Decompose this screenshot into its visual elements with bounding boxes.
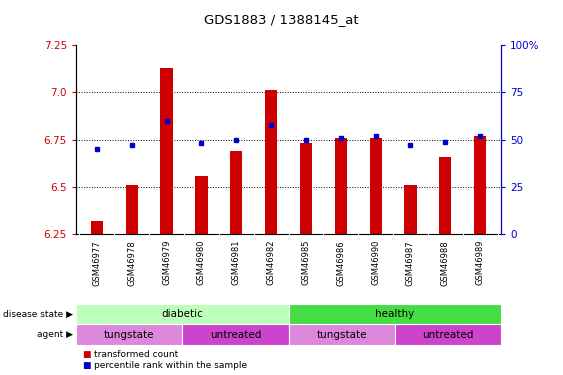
Bar bbox=[404, 185, 417, 234]
Text: GSM46986: GSM46986 bbox=[336, 240, 345, 285]
Text: untreated: untreated bbox=[209, 330, 261, 340]
Text: GSM46989: GSM46989 bbox=[476, 240, 485, 285]
Bar bbox=[439, 157, 452, 234]
Text: ■: ■ bbox=[82, 350, 90, 359]
Text: diabetic: diabetic bbox=[162, 309, 203, 319]
Text: GSM46981: GSM46981 bbox=[232, 240, 241, 285]
Text: agent ▶: agent ▶ bbox=[37, 330, 73, 339]
Text: healthy: healthy bbox=[375, 309, 414, 319]
Bar bbox=[126, 185, 138, 234]
Bar bbox=[300, 144, 312, 234]
Text: GSM46988: GSM46988 bbox=[441, 240, 450, 285]
Bar bbox=[395, 324, 501, 345]
Text: GSM46979: GSM46979 bbox=[162, 240, 171, 285]
Bar bbox=[334, 138, 347, 234]
Text: GSM46985: GSM46985 bbox=[301, 240, 310, 285]
Bar bbox=[265, 90, 277, 234]
Text: ■: ■ bbox=[82, 361, 90, 370]
Bar bbox=[289, 304, 501, 324]
Text: disease state ▶: disease state ▶ bbox=[3, 310, 73, 319]
Bar bbox=[91, 221, 103, 234]
Bar bbox=[474, 136, 486, 234]
Text: percentile rank within the sample: percentile rank within the sample bbox=[94, 361, 247, 370]
Text: untreated: untreated bbox=[422, 330, 473, 340]
Bar bbox=[182, 324, 289, 345]
Text: GSM46978: GSM46978 bbox=[127, 240, 136, 285]
Text: transformed count: transformed count bbox=[94, 350, 178, 359]
Text: tungstate: tungstate bbox=[316, 330, 367, 340]
Text: GSM46990: GSM46990 bbox=[371, 240, 380, 285]
Text: GSM46977: GSM46977 bbox=[92, 240, 101, 285]
Bar bbox=[160, 68, 173, 234]
Bar bbox=[289, 324, 395, 345]
Bar bbox=[76, 324, 182, 345]
Text: GSM46987: GSM46987 bbox=[406, 240, 415, 285]
Bar bbox=[369, 138, 382, 234]
Text: tungstate: tungstate bbox=[104, 330, 154, 340]
Bar bbox=[195, 176, 208, 234]
Text: GSM46982: GSM46982 bbox=[267, 240, 276, 285]
Bar bbox=[230, 151, 243, 234]
Bar bbox=[76, 304, 289, 324]
Text: GSM46980: GSM46980 bbox=[197, 240, 206, 285]
Text: GDS1883 / 1388145_at: GDS1883 / 1388145_at bbox=[204, 13, 359, 26]
